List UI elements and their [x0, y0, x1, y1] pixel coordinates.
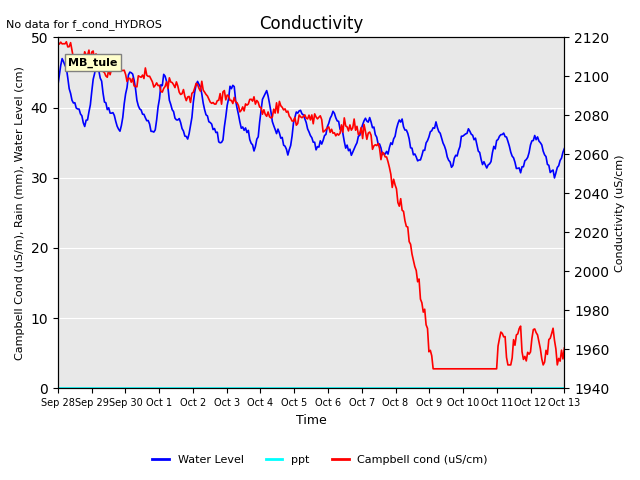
- Water Level: [207, 120, 214, 125]
- Water Level: [277, 135, 285, 141]
- Water Level: [58, 56, 66, 61]
- ppt: [116, 385, 124, 391]
- ppt: [532, 385, 540, 391]
- ppt: [205, 385, 212, 391]
- ppt: [276, 385, 284, 391]
- Campbell cond (uS/cm): [277, 103, 285, 108]
- Text: No data for f_cond_HYDROS: No data for f_cond_HYDROS: [6, 19, 163, 30]
- Campbell cond (uS/cm): [429, 366, 437, 372]
- Water Level: [550, 175, 558, 181]
- Campbell cond (uS/cm): [561, 345, 568, 351]
- Campbell cond (uS/cm): [232, 99, 239, 105]
- Water Level: [223, 102, 231, 108]
- Water Level: [54, 82, 61, 88]
- Water Level: [118, 122, 125, 128]
- ppt: [561, 385, 568, 391]
- Line: Water Level: Water Level: [58, 59, 564, 178]
- Y-axis label: Campbell Cond (uS/m), Rain (mm), Water Level (cm): Campbell Cond (uS/m), Rain (mm), Water L…: [15, 66, 25, 360]
- Campbell cond (uS/cm): [54, 40, 61, 46]
- Campbell cond (uS/cm): [535, 339, 543, 345]
- Campbell cond (uS/cm): [63, 39, 70, 45]
- ppt: [222, 385, 230, 391]
- Campbell cond (uS/cm): [223, 92, 231, 98]
- Legend: Water Level, ppt, Campbell cond (uS/cm): Water Level, ppt, Campbell cond (uS/cm): [148, 451, 492, 469]
- Campbell cond (uS/cm): [207, 99, 214, 105]
- Water Level: [561, 146, 568, 152]
- Y-axis label: Conductivity (uS/cm): Conductivity (uS/cm): [615, 154, 625, 272]
- Water Level: [232, 98, 239, 104]
- Campbell cond (uS/cm): [118, 67, 125, 73]
- ppt: [54, 385, 61, 391]
- Text: MB_tule: MB_tule: [68, 58, 117, 68]
- X-axis label: Time: Time: [296, 414, 326, 427]
- ppt: [230, 385, 238, 391]
- Line: Campbell cond (uS/cm): Campbell cond (uS/cm): [58, 42, 564, 369]
- Water Level: [534, 134, 541, 140]
- Title: Conductivity: Conductivity: [259, 15, 364, 33]
